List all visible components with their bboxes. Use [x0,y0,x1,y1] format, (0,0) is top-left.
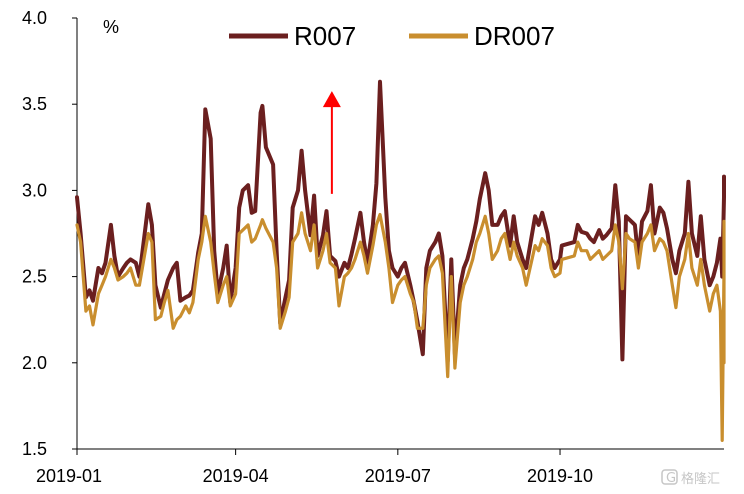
watermark: G 格隆汇 [661,469,720,487]
watermark-g: G [666,471,676,486]
x-tick-label: 2019-10 [527,466,593,486]
x-tick-label: 2019-01 [36,466,102,486]
y-tick-label: 3.0 [22,180,47,200]
y-unit-label: % [103,17,119,37]
series-line-dr007 [75,211,726,442]
legend-label-r007: R007 [294,21,356,51]
chart-legend: R007 DR007 [229,21,555,51]
annotation-arrow [322,91,341,194]
y-tick-label: 2.0 [22,353,47,373]
y-tick-label: 1.5 [22,439,47,459]
series-lines [75,79,726,442]
x-tick-label: 2019-04 [203,466,269,486]
legend-label-dr007: DR007 [474,21,555,51]
chart-axes [76,18,724,450]
gelonghui-logo-icon [661,469,678,485]
y-axis-ticks: 1.5 2.0 2.5 3.0 3.5 4.0 [22,8,77,459]
arrow-head [322,91,341,108]
y-tick-label: 3.5 [22,94,47,114]
x-tick-label: 2019-07 [365,466,431,486]
series-line-r007 [75,79,726,364]
watermark-text: 格隆汇 [681,471,720,487]
y-tick-label: 4.0 [22,8,47,28]
y-tick-label: 2.5 [22,267,47,287]
x-axis-ticks: 2019-01 2019-04 2019-07 2019-10 [36,449,593,486]
